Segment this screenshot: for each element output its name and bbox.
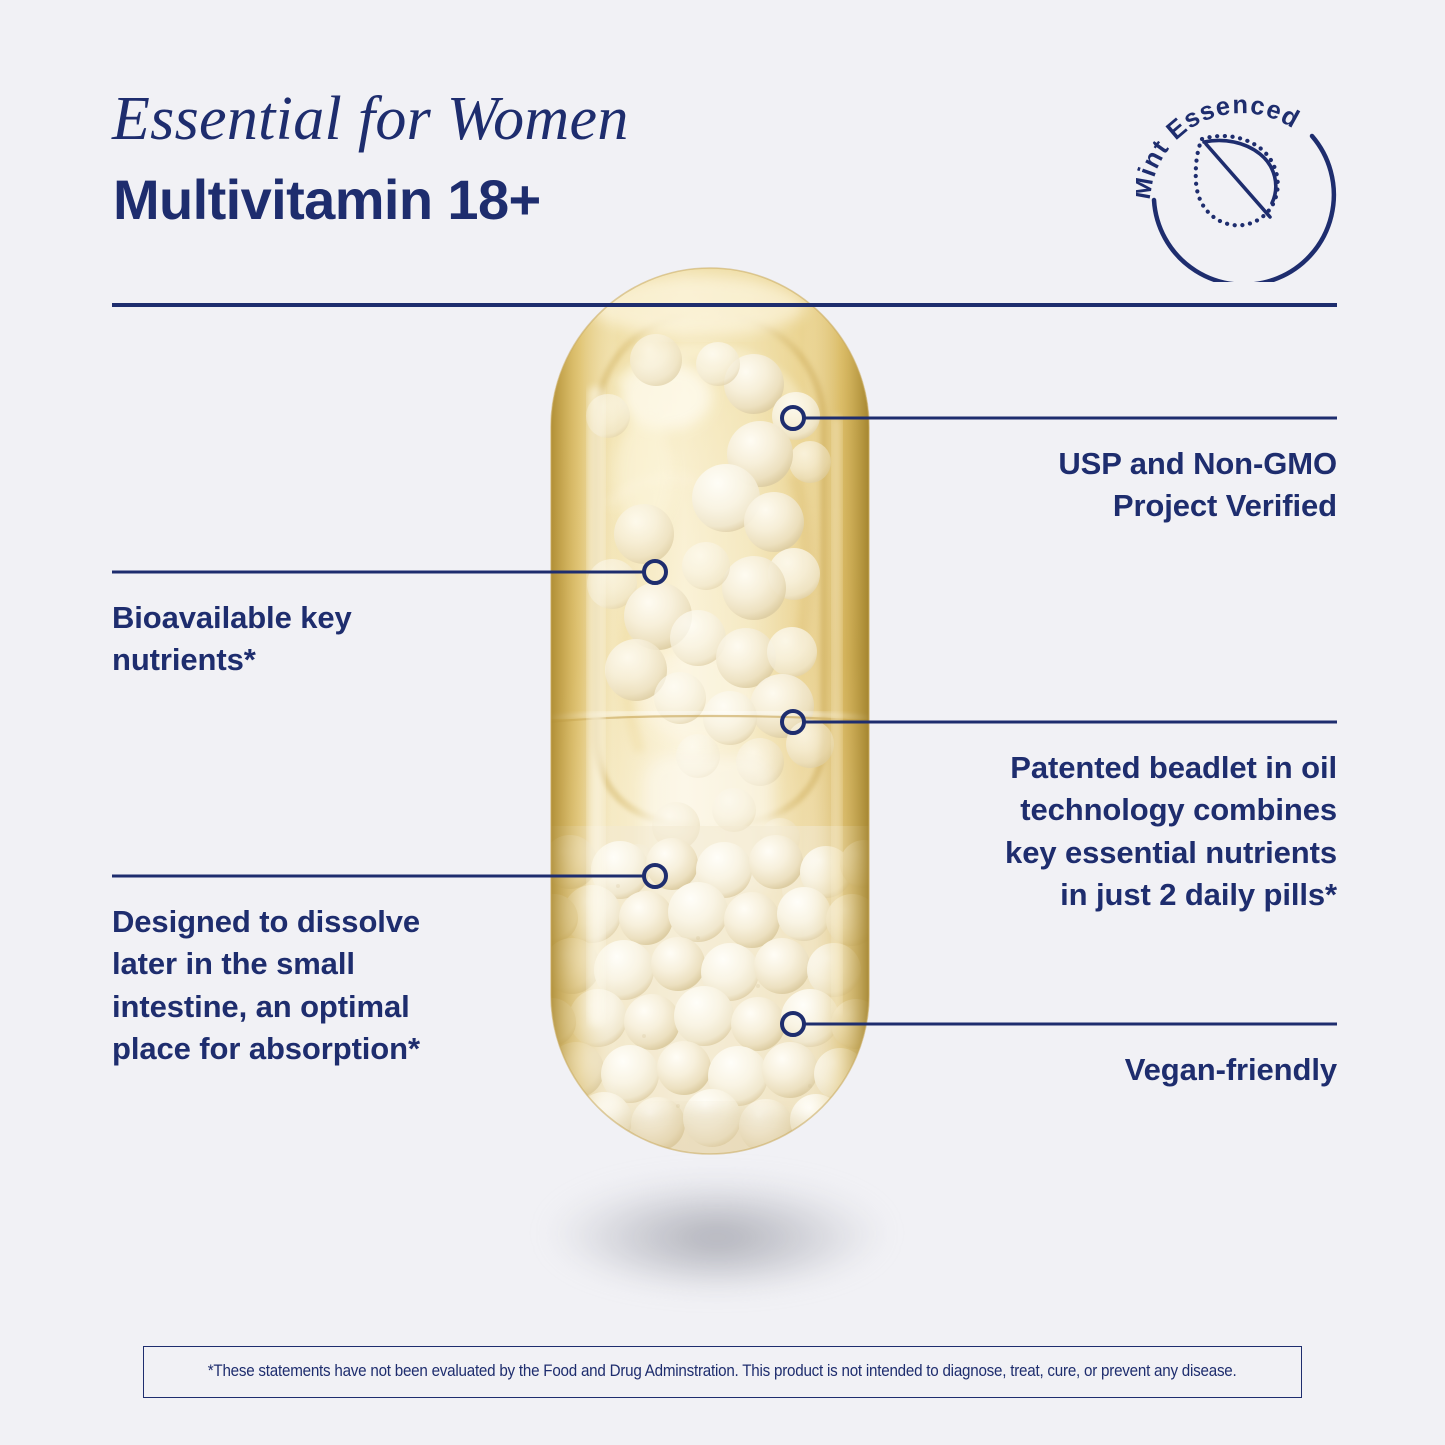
callout-usp-non-gmo-label: USP and Non-GMO Project Verified xyxy=(1058,446,1337,524)
disclaimer-box: *These statements have not been evaluate… xyxy=(143,1346,1302,1398)
callout-beadlet-in-oil-label: Patented beadlet in oil technology combi… xyxy=(1005,750,1337,913)
capsule-drop-shadow xyxy=(552,1178,882,1286)
callout-dissolve-small-intestine-label: Designed to dissolve later in the small … xyxy=(112,904,421,1067)
disclaimer-text: *These statements have not been evaluate… xyxy=(208,1362,1237,1381)
callout-vegan-friendly-label: Vegan-friendly xyxy=(1124,1052,1337,1087)
product-eyebrow: Essential for Women xyxy=(112,85,629,153)
capsule-image xyxy=(548,266,872,1156)
page-title: Multivitamin 18+ xyxy=(113,168,541,231)
mint-essenced-badge: Mint Essenced xyxy=(1136,74,1344,282)
callout-bioavailable-nutrients-label: Bioavailable key nutrients* xyxy=(112,600,352,678)
badge-curved-label: Mint Essenced xyxy=(1136,91,1305,201)
header-divider xyxy=(112,303,1337,307)
badge-ring-icon xyxy=(1151,133,1337,282)
mint-leaf-icon xyxy=(1193,133,1280,228)
